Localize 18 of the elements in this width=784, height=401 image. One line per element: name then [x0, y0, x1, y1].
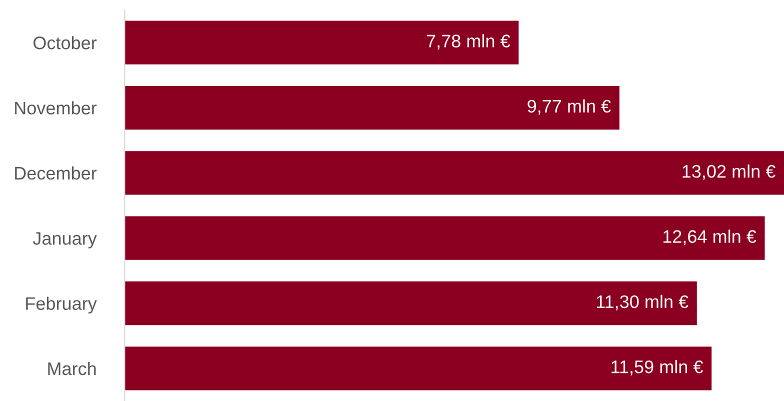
- y-tick-label: December: [15, 166, 97, 180]
- data-label: 11,59 mln €: [612, 360, 704, 376]
- y-tick-label: January: [32, 232, 97, 248]
- y-tick-label: March: [48, 362, 96, 376]
- data-label: 12,64 mln €: [663, 230, 756, 246]
- data-label: 11,30 mln €: [596, 294, 688, 310]
- bar: [124, 346, 712, 390]
- bar: [124, 86, 620, 130]
- y-tick-label: October: [34, 36, 97, 50]
- y-tick-label: February: [26, 296, 97, 314]
- data-label: 7,78 mln €: [426, 34, 510, 50]
- bar: [124, 20, 519, 64]
- bar: [124, 151, 784, 195]
- bar: [124, 216, 765, 260]
- y-tick-label: November: [15, 101, 97, 114]
- bar: [124, 281, 697, 326]
- data-label: 9,77 mln €: [528, 99, 611, 115]
- data-label: 13,02 mln €: [682, 164, 776, 180]
